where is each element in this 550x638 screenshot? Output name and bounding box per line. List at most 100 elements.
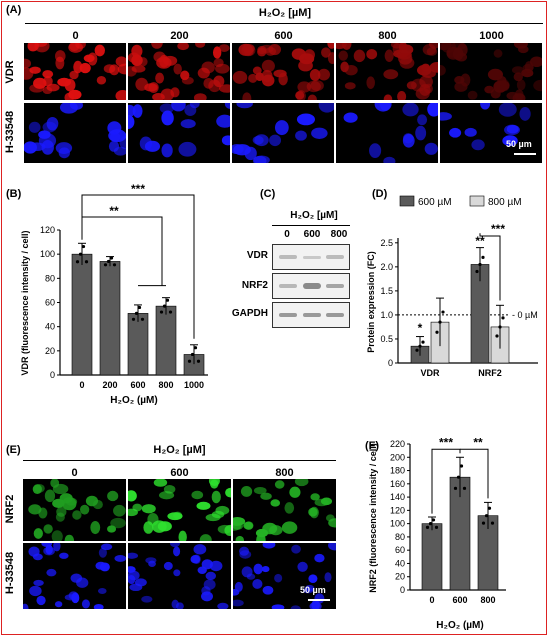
data-point <box>162 304 167 308</box>
y-tick-label: 1.0 <box>380 310 393 320</box>
panel-label-a: (A) <box>6 4 22 16</box>
data-point <box>418 344 422 348</box>
significance-bracket <box>81 216 163 286</box>
y-tick-label: 80 <box>395 532 405 542</box>
significance-bracket <box>460 448 489 499</box>
bar-600 <box>127 313 149 376</box>
blot-label-gapdh: GAPDH <box>231 308 268 319</box>
data-point <box>137 305 142 310</box>
data-point <box>109 256 114 260</box>
panel-e-col-600: 600 <box>170 467 189 479</box>
y-tick-label: 40 <box>395 558 405 568</box>
panel-a-row-vdr: VDR <box>4 60 16 84</box>
x-tick-label: 800 <box>158 380 173 390</box>
panel-e-col-800: 800 <box>275 467 294 479</box>
vdr-micrograph-1000 <box>440 43 542 100</box>
dapi-micrograph-1000: 50 µm <box>440 103 542 163</box>
data-point <box>112 263 117 267</box>
significance-marker: * <box>418 321 423 335</box>
panel-a-col-600: 600 <box>274 30 293 42</box>
panel-e-row-nrf2: NRF2 <box>4 494 16 524</box>
data-point <box>415 348 419 352</box>
x-tick-label: 0 <box>79 380 84 390</box>
legend-swatch <box>399 195 415 207</box>
x-axis-label: H₂O₂ (µM) <box>436 620 483 631</box>
y-axis-label: VDR (fluorescence intensity / cell) <box>20 230 30 375</box>
y-tick-label: 0 <box>400 585 405 595</box>
data-point <box>456 475 461 479</box>
data-point <box>168 310 173 314</box>
data-point <box>103 263 108 267</box>
data-point <box>501 316 505 320</box>
y-tick-label: 200 <box>390 452 405 462</box>
blot-label-nrf2: NRF2 <box>241 280 268 291</box>
y-tick-label: 100 <box>390 519 405 529</box>
chart-f: 0 20 40 60 80 100 120 140 160 180 200 220 NRF2 (fluo… <box>368 435 506 631</box>
y-tick-label: 0 <box>388 358 393 368</box>
scale-bar-label: 50 µm <box>506 139 532 149</box>
data-point <box>481 255 485 259</box>
data-point <box>425 525 430 529</box>
significance-bracket <box>431 448 461 514</box>
significance-marker: ** <box>109 204 119 218</box>
nrf2-micrograph-600 <box>128 479 231 541</box>
panel-label-f: (F) <box>365 440 380 452</box>
y-tick-label: 80 <box>45 273 55 283</box>
vdr-micrograph-600 <box>232 43 334 100</box>
y-tick-label: 2.5 <box>380 238 393 248</box>
data-point <box>475 269 479 274</box>
blot-nrf2 <box>272 273 350 299</box>
panel-e-header: H₂O₂ [µM] <box>153 444 206 456</box>
significance-marker: ** <box>473 435 483 449</box>
data-point <box>81 244 86 249</box>
dapi-micrograph-e-600 <box>128 543 231 609</box>
panel-c-col-0: 0 <box>284 229 290 240</box>
dapi-micrograph-e-0 <box>23 543 126 609</box>
data-point <box>78 252 83 256</box>
data-point <box>438 320 442 324</box>
x-tick-label: 200 <box>102 380 117 390</box>
reference-label: - 0 µM <box>512 310 538 320</box>
bar-800 <box>155 305 177 376</box>
dapi-micrograph-800 <box>336 103 438 163</box>
data-point <box>196 359 201 363</box>
scale-bar <box>514 153 536 155</box>
x-tick-label: 800 <box>480 595 495 605</box>
data-point <box>134 311 139 315</box>
blot-gapdh <box>272 302 350 328</box>
scale-bar <box>308 599 330 601</box>
y-tick-label: 0.5 <box>380 334 393 344</box>
dapi-micrograph-600 <box>232 103 334 163</box>
panel-a-header-line <box>25 23 543 24</box>
y-tick-label: 60 <box>395 545 405 555</box>
y-tick-label: 120 <box>40 225 55 235</box>
y-tick-label: 40 <box>45 322 55 332</box>
panel-e-col-0: 0 <box>71 467 78 479</box>
panel-a-col-1000: 1000 <box>479 30 504 42</box>
panel-label-d: (D) <box>372 188 388 200</box>
panel-e-row-dapi: H-33548 <box>4 551 16 595</box>
x-tick-label: 0 <box>429 595 434 605</box>
x-tick-label: NRF2 <box>478 368 502 378</box>
panel-a-row-dapi: H-33548 <box>4 110 16 154</box>
data-point <box>495 334 499 338</box>
bar-0 <box>421 523 443 591</box>
data-point <box>434 525 439 529</box>
panel-label-e: (E) <box>6 444 21 456</box>
x-axis-label: H₂O₂ (µM) <box>110 395 157 406</box>
chart-d: 0 0.5 1.0 1.5 2.0 2.5 Protein expression (FC) 6… <box>366 195 538 378</box>
y-axis-label: NRF2 (fluorescence intensity / cell) <box>368 443 378 593</box>
panel-c-col-600: 600 <box>303 229 321 240</box>
nrf2-micrograph-800 <box>233 479 336 541</box>
data-point <box>75 260 80 264</box>
data-point <box>165 298 170 302</box>
data-point <box>140 317 145 321</box>
blot-vdr <box>272 244 350 270</box>
data-point <box>490 521 495 525</box>
panel-e-header-line <box>23 460 336 461</box>
y-axis-label: Protein expression (FC) <box>366 251 376 353</box>
vdr-micrograph-200 <box>128 43 230 100</box>
data-point <box>131 317 136 321</box>
y-tick-label: 160 <box>390 479 405 489</box>
